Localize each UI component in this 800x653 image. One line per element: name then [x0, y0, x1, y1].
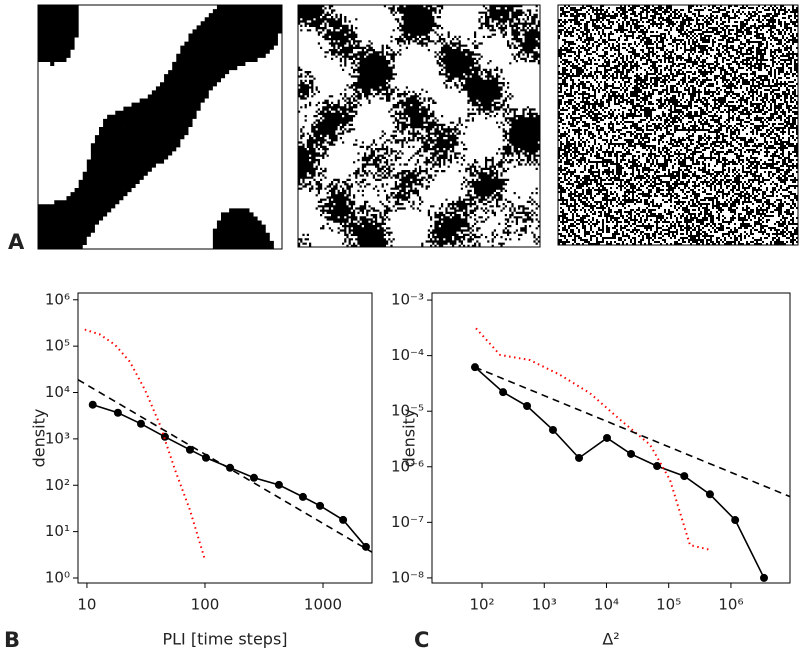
- x-tick-label: 10⁵: [656, 596, 681, 614]
- image-frame: [557, 4, 799, 246]
- data-point: [339, 515, 348, 524]
- x-tick-label: 10: [77, 596, 96, 614]
- y-tick-label: 10⁰: [45, 568, 70, 586]
- panel-label: C: [414, 628, 429, 652]
- lattice-image: [38, 5, 282, 249]
- y-tick-label: 10⁴: [45, 383, 70, 401]
- data-point: [523, 402, 532, 411]
- lattice-image: [558, 5, 798, 245]
- data-point: [470, 363, 479, 372]
- data-point: [705, 490, 714, 499]
- plot-frame: [77, 292, 373, 584]
- data-point: [298, 492, 307, 501]
- data-point: [249, 473, 258, 482]
- x-tick-label: 10⁴: [594, 596, 619, 614]
- y-tick-label: 10⁻⁵: [391, 402, 424, 420]
- data-point: [185, 445, 194, 454]
- x-tick-label: 10³: [532, 596, 557, 614]
- image-frame: [37, 4, 283, 250]
- data-point: [548, 425, 557, 434]
- data-point: [316, 501, 325, 510]
- panel-label: A: [8, 230, 25, 254]
- y-axis-label: density: [30, 409, 49, 468]
- data-point: [653, 462, 662, 471]
- y-tick-label: 10⁻³: [391, 291, 424, 309]
- data-point: [361, 542, 370, 551]
- data-point: [88, 400, 97, 409]
- data-point: [499, 388, 508, 397]
- x-tick-label: 10⁶: [718, 596, 743, 614]
- series-line: [84, 328, 206, 561]
- data-point: [731, 516, 740, 525]
- y-tick-label: 10⁶: [45, 290, 70, 308]
- series-line: [474, 366, 765, 579]
- x-tick-label: 1000: [304, 596, 342, 614]
- y-tick-label: 10⁻⁷: [391, 513, 424, 531]
- data-point: [680, 472, 689, 481]
- x-tick-label: 10²: [469, 596, 494, 614]
- y-tick-label: 10⁻⁸: [391, 568, 424, 586]
- data-point: [274, 480, 283, 489]
- image-frame: [297, 4, 541, 248]
- data-point: [759, 573, 768, 582]
- series-line: [474, 366, 791, 498]
- series-line: [77, 379, 373, 553]
- data-point: [627, 449, 636, 458]
- panel-label: B: [4, 628, 20, 652]
- y-tick-label: 10⁻⁶: [391, 457, 424, 475]
- y-axis-label: density: [400, 409, 419, 468]
- series-line: [475, 327, 711, 551]
- data-point: [113, 408, 122, 417]
- x-axis-label: PLI [time steps]: [162, 630, 287, 649]
- data-point: [136, 419, 145, 428]
- y-tick-label: 10²: [45, 476, 70, 494]
- y-tick-label: 10⁵: [45, 337, 70, 355]
- plot-frame: [431, 292, 791, 584]
- data-point: [575, 453, 584, 462]
- data-point: [603, 433, 612, 442]
- data-point: [160, 432, 169, 441]
- x-axis-label: Δ²: [602, 630, 619, 649]
- series-line: [92, 403, 367, 548]
- y-tick-label: 10⁻⁴: [391, 346, 424, 364]
- data-point: [226, 463, 235, 472]
- x-tick-label: 100: [191, 596, 220, 614]
- y-tick-label: 10¹: [45, 522, 70, 540]
- y-tick-label: 10³: [45, 429, 70, 447]
- lattice-image: [298, 5, 540, 247]
